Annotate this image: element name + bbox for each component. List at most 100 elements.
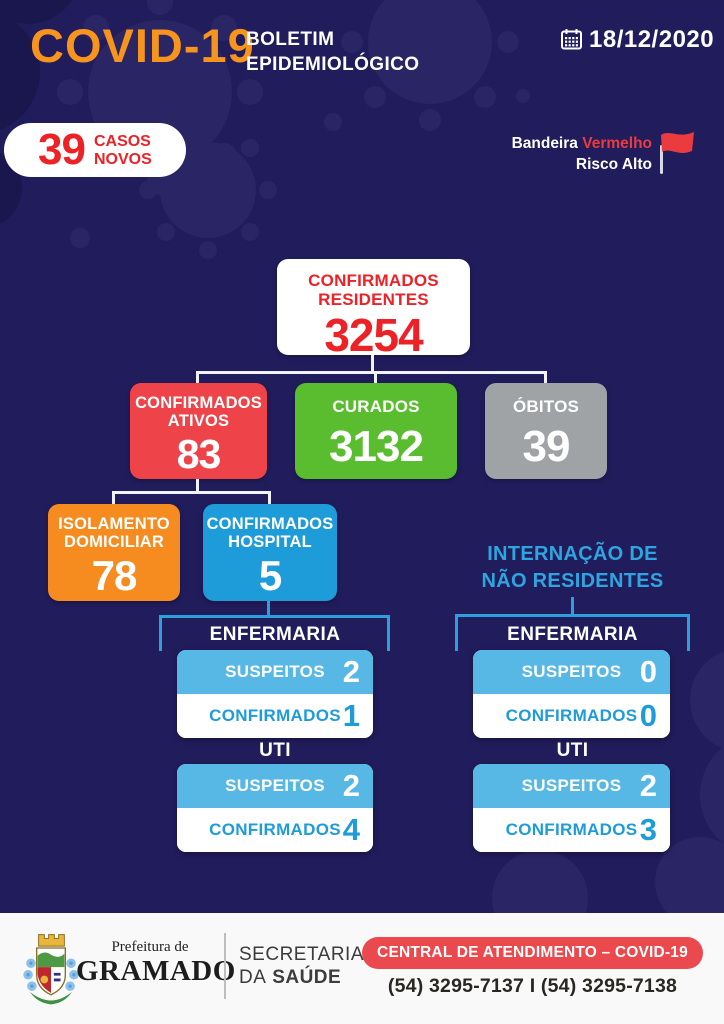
red-flag-icon (660, 132, 694, 174)
row-value: 0 (639, 654, 657, 689)
home-isolation-box: ISOLAMENTO DOMICILIAR 78 (48, 504, 180, 601)
connector-line (268, 491, 271, 505)
row-value: 1 (342, 698, 360, 733)
flag-status-level: Vermelho (582, 135, 652, 152)
prefeitura-label: Prefeitura de (111, 939, 189, 955)
recovered-label: CURADOS (332, 397, 420, 416)
deaths-box: ÓBITOS 39 (485, 383, 607, 479)
non-residents-uti-title: UTI (556, 740, 589, 761)
row-label: CONFIRMADOS (505, 820, 638, 839)
confirmed-active-label: CONFIRMADOS ATIVOS (135, 394, 262, 431)
row-value: 2 (639, 768, 657, 803)
deaths-value: 39 (522, 422, 571, 472)
hotline-title: CENTRAL DE ATENDIMENTO – COVID-19 (377, 944, 688, 961)
recovered-box: CURADOS 3132 (295, 383, 457, 479)
secretaria-word-saude: SAÚDE (272, 967, 342, 988)
new-cases-value: 39 (38, 125, 86, 174)
confirmed-residents-value: 3254 (324, 309, 423, 362)
confirmed-row: CONFIRMADOS 0 (473, 694, 670, 738)
bracket-line (687, 614, 690, 651)
connector-line (267, 601, 270, 617)
row-label: CONFIRMADOS (505, 706, 638, 725)
page-subtitle: BOLETIM EPIDEMIOLÓGICO (246, 27, 419, 77)
bracket-line (159, 615, 162, 651)
row-label: CONFIRMADOS (209, 820, 341, 839)
confirmed-residents-label: CONFIRMADOS RESIDENTES (308, 271, 439, 309)
confirmed-residents-label-line1: CONFIRMADOS (308, 271, 439, 290)
flag-status-prefix: Bandeira (511, 135, 578, 152)
row-label: SUSPEITOS (521, 662, 622, 681)
hotline-pill: CENTRAL DE ATENDIMENTO – COVID-19 (362, 937, 703, 969)
subtitle-line1: BOLETIM (246, 29, 335, 50)
hospital-confirmed-label: CONFIRMADOS HOSPITAL (207, 515, 334, 552)
confirmed-active-label-line1: CONFIRMADOS (135, 394, 262, 412)
row-label: CONFIRMADOS (209, 706, 341, 725)
suspects-row: SUSPEITOS 0 (473, 650, 670, 694)
bracket-line (455, 614, 458, 651)
city-name: GRAMADO (76, 955, 236, 987)
confirmed-active-value: 83 (176, 430, 222, 477)
home-isolation-value: 78 (91, 551, 138, 599)
residents-enfermaria-title: ENFERMARIA (209, 624, 341, 645)
footer-divider (224, 933, 226, 999)
residents-enfermaria-card: SUSPEITOS 2 CONFIRMADOS 1 (177, 650, 373, 738)
suspects-row: SUSPEITOS 2 (473, 764, 670, 808)
confirmed-residents-label-line2: RESIDENTES (318, 290, 429, 310)
confirmed-residents-box: CONFIRMADOS RESIDENTES 3254 (277, 259, 470, 362)
hospital-confirmed-value: 5 (258, 551, 282, 599)
connector-line (196, 371, 546, 374)
confirmed-active-box: CONFIRMADOS ATIVOS 83 (130, 383, 267, 479)
flag-status-risk: Risco Alto (575, 156, 652, 173)
bracket-line (159, 615, 390, 618)
subtitle-line2: EPIDEMIOLÓGICO (246, 54, 420, 75)
new-cases-label-line1: CASOS (93, 133, 151, 150)
suspects-row: SUSPEITOS 2 (177, 650, 373, 694)
deaths-label: ÓBITOS (512, 397, 580, 416)
connector-line (371, 355, 374, 373)
residents-uti-title: UTI (259, 740, 291, 761)
row-value: 3 (639, 812, 657, 847)
row-value: 2 (342, 768, 360, 803)
hospital-confirmed-label-line1: CONFIRMADOS (206, 515, 334, 533)
flag-status-line1: Bandeira Vermelho (512, 133, 652, 154)
secretaria-word-da: DA (239, 967, 267, 988)
row-label: SUSPEITOS (225, 776, 325, 795)
row-value: 4 (342, 812, 360, 847)
page-title: COVID-19 (30, 18, 255, 73)
hotline-phones: (54) 3295-7137 I (54) 3295-7138 (387, 975, 678, 997)
flag-status: Bandeira Vermelho Risco Alto (512, 133, 652, 175)
connector-line (374, 371, 377, 384)
confirmed-row: CONFIRMADOS 1 (177, 694, 373, 738)
bracket-line (455, 614, 690, 617)
calendar-icon (561, 29, 582, 50)
row-label: SUSPEITOS (521, 776, 622, 795)
connector-line (196, 371, 199, 384)
row-label: SUSPEITOS (225, 662, 325, 681)
confirmed-row: CONFIRMADOS 3 (473, 808, 670, 852)
home-isolation-label-line2: DOMICILIAR (63, 533, 165, 552)
residents-uti-card: SUSPEITOS 2 CONFIRMADOS 4 (177, 764, 373, 852)
connector-line (112, 491, 271, 494)
new-cases-label: CASOS NOVOS (94, 133, 152, 169)
connector-line (544, 371, 547, 384)
new-cases-label-line2: NOVOS (93, 151, 152, 168)
row-value: 2 (342, 654, 360, 689)
non-residents-enfermaria-card: SUSPEITOS 0 CONFIRMADOS 0 (473, 650, 670, 738)
non-residents-title-line2: NÃO RESIDENTES (481, 570, 664, 592)
home-isolation-label: ISOLAMENTO DOMICILIAR (58, 515, 170, 552)
connector-line (112, 491, 115, 505)
page-title-text: COVID-19 (30, 19, 255, 72)
footer: Prefeitura de GRAMADO SECRETARIA DA SAÚD… (0, 913, 724, 1024)
suspects-row: SUSPEITOS 2 (177, 764, 373, 808)
secretaria-line1: SECRETARIA (239, 944, 365, 965)
home-isolation-label-line1: ISOLAMENTO (58, 515, 170, 533)
connector-line (196, 479, 199, 494)
secretaria-line2: DA SAÚDE (239, 967, 341, 989)
non-residents-title: INTERNAÇÃO DE NÃO RESIDENTES (455, 541, 690, 595)
bracket-line (387, 615, 390, 651)
non-residents-title-line1: INTERNAÇÃO DE (487, 543, 658, 565)
recovered-value: 3132 (329, 422, 424, 472)
hospital-confirmed-label-line2: HOSPITAL (228, 533, 312, 552)
connector-line (571, 597, 574, 617)
